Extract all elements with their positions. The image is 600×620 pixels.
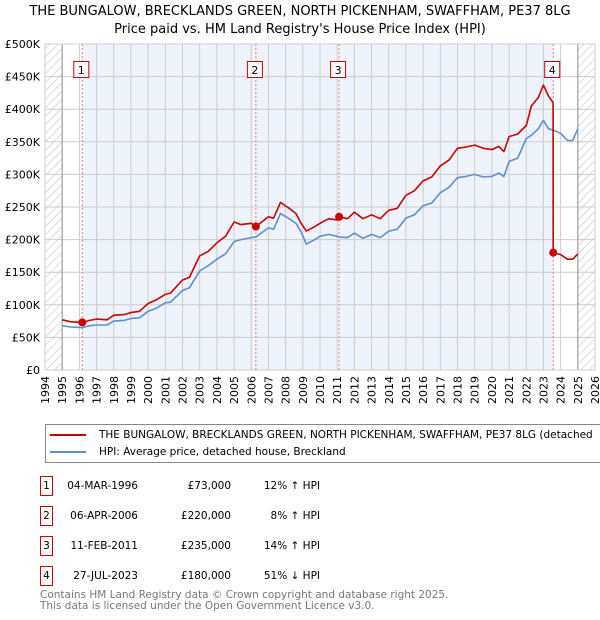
plot-border <box>44 43 596 371</box>
sale-hpi-diff: 8% ↑ HPI <box>270 510 320 522</box>
sale-price: £180,000 <box>180 570 231 582</box>
x-tick-label: 2012 <box>348 376 361 404</box>
chart-title: THE BUNGALOW, BRECKLANDS GREEN, NORTH PI… <box>29 4 571 19</box>
sale-point <box>78 318 87 327</box>
y-tick-label: £300K <box>5 168 41 181</box>
hpi-line <box>62 119 579 329</box>
sale-hpi-diff: 51% ↓ HPI <box>263 570 320 582</box>
x-tick-label: 2013 <box>366 376 379 404</box>
footer-licence: This data is licensed under the Open Gov… <box>40 600 375 612</box>
sale-price: £220,000 <box>180 510 231 522</box>
x-tick-label: 1996 <box>73 376 86 404</box>
sale-label-box <box>330 61 347 78</box>
x-tick-label: 2015 <box>400 376 413 404</box>
chart-legend: THE BUNGALOW, BRECKLANDS GREEN, NORTH PI… <box>45 424 600 463</box>
x-tick-label: 2006 <box>245 376 258 404</box>
sale-marker-badge: 2 <box>40 506 53 526</box>
y-tick-label: £200K <box>5 234 41 247</box>
sale-point <box>335 212 344 221</box>
sale-label: 2 <box>251 64 258 77</box>
x-tick-label: 2016 <box>417 376 430 404</box>
sale-row: 2 06-APR-2006 £220,000 8% ↑ HPI <box>0 506 600 526</box>
sale-point <box>549 248 558 257</box>
sale-date: 27-JUL-2023 <box>73 570 138 582</box>
sale-label-box <box>544 61 561 78</box>
x-tick-label: 2020 <box>486 376 499 404</box>
x-tick-label: 2023 <box>537 376 550 404</box>
footer-copyright: Contains HM Land Registry data © Crown c… <box>40 589 449 601</box>
x-tick-label: 2001 <box>159 376 172 404</box>
x-tick-label: 2002 <box>177 376 190 404</box>
sale-date: 06-APR-2006 <box>70 510 138 522</box>
y-tick-label: £350K <box>5 136 41 149</box>
y-tick-label: £0 <box>26 364 40 377</box>
x-tick-label: 1998 <box>108 376 121 404</box>
sale-marker-badge: 4 <box>40 566 53 586</box>
x-tick-label: 2024 <box>555 376 568 404</box>
y-tick-label: £50K <box>12 331 41 344</box>
x-tick-label: 1994 <box>39 376 52 404</box>
x-tick-label: 2019 <box>469 376 482 404</box>
sale-hpi-diff: 12% ↑ HPI <box>263 480 320 492</box>
y-tick-label: £500K <box>5 38 41 51</box>
x-tick-label: 2000 <box>142 376 155 404</box>
legend-swatch-red <box>50 434 86 436</box>
sale-label-box <box>73 61 90 78</box>
sale-label: 1 <box>78 64 85 77</box>
y-tick-label: £150K <box>5 266 41 279</box>
sale-marker-badge: 1 <box>40 476 53 496</box>
sale-hpi-diff: 14% ↑ HPI <box>263 540 320 552</box>
sale-price: £235,000 <box>180 540 231 552</box>
x-tick-label: 2009 <box>297 376 310 404</box>
sale-marker-badge: 3 <box>40 536 53 556</box>
x-tick-label: 2026 <box>589 376 600 404</box>
legend-swatch-blue <box>50 451 86 453</box>
x-tick-label: 1997 <box>91 376 104 404</box>
y-tick-label: £450K <box>5 71 41 84</box>
sale-row: 1 04-MAR-1996 £73,000 12% ↑ HPI <box>0 476 600 496</box>
sale-row: 3 11-FEB-2011 £235,000 14% ↑ HPI <box>0 536 600 556</box>
x-tick-label: 2007 <box>262 376 275 404</box>
sale-label: 4 <box>549 64 556 77</box>
legend-label: HPI: Average price, detached house, Brec… <box>99 446 346 458</box>
x-tick-label: 2010 <box>314 376 327 404</box>
x-tick-label: 2003 <box>194 376 207 404</box>
sale-price: £73,000 <box>187 480 231 492</box>
x-tick-label: 2008 <box>280 376 293 404</box>
chart-plot: 1994 1995 1996 1997 1998 1999 2000 2001 2002 2003… <box>5 38 600 404</box>
x-tick-label: 2017 <box>434 376 447 404</box>
x-tick-label: 1995 <box>56 376 69 404</box>
legend-label: THE BUNGALOW, BRECKLANDS GREEN, NORTH PI… <box>99 429 593 441</box>
sale-date: 11-FEB-2011 <box>70 540 138 552</box>
y-tick-label: £100K <box>5 299 41 312</box>
chart-subtitle: Price paid vs. HM Land Registry's House … <box>114 22 486 37</box>
sale-date: 04-MAR-1996 <box>67 480 138 492</box>
x-tick-label: 2005 <box>228 376 241 404</box>
x-tick-label: 2022 <box>520 376 533 404</box>
sale-label: 3 <box>335 64 342 77</box>
x-tick-label: 1999 <box>125 376 138 404</box>
sale-label-box <box>246 61 263 78</box>
x-tick-label: 2014 <box>383 376 396 404</box>
sale-point <box>251 222 260 231</box>
sale-row: 4 27-JUL-2023 £180,000 51% ↓ HPI <box>0 566 600 586</box>
x-tick-label: 2004 <box>211 376 224 404</box>
x-tick-label: 2025 <box>572 376 585 404</box>
y-tick-label: £250K <box>5 201 41 214</box>
legend-item-hpi: HPI: Average price, detached house, Brec… <box>46 444 346 460</box>
y-tick-label: £400K <box>5 103 41 116</box>
x-tick-label: 2021 <box>503 376 516 404</box>
x-tick-label: 2011 <box>331 376 344 404</box>
legend-item-property: THE BUNGALOW, BRECKLANDS GREEN, NORTH PI… <box>46 427 593 443</box>
x-tick-label: 2018 <box>452 376 465 404</box>
